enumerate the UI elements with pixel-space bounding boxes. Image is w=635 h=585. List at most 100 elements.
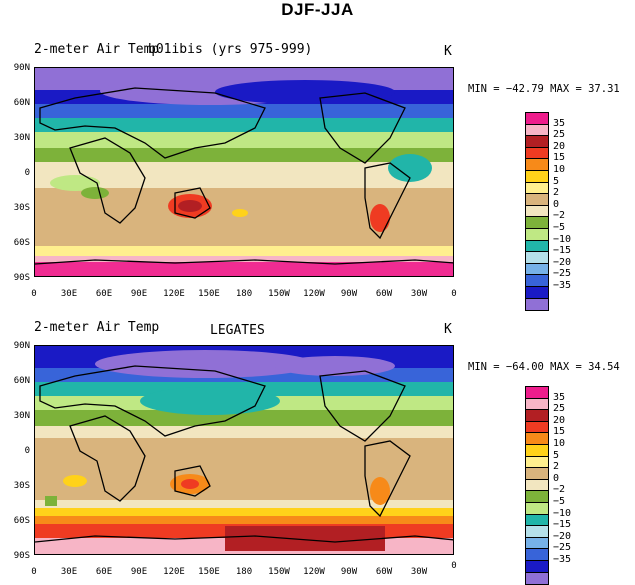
legend-swatch	[526, 387, 548, 399]
map-band	[35, 132, 453, 148]
coastline-australia	[174, 187, 211, 219]
legend-label: 35	[553, 117, 566, 129]
coastline-eurasia	[39, 87, 266, 159]
legend-label: −25	[553, 268, 572, 280]
legend-label: −25	[553, 542, 572, 554]
panel1-lat-label: 30N	[13, 133, 30, 143]
coastline-north-america	[319, 370, 406, 442]
coastline-antarctica	[35, 259, 453, 265]
panel2-lon-label: 60W	[375, 567, 393, 577]
coastline-south-america	[364, 440, 411, 518]
legend-swatch	[526, 537, 548, 550]
panel2-map-canvas	[35, 346, 453, 554]
panel2-lon-label: 30W	[410, 567, 428, 577]
panel1-lat-label: 90S	[13, 273, 30, 283]
map-band	[35, 118, 453, 132]
legend-swatch	[526, 147, 548, 160]
legend-label: 15	[553, 152, 566, 164]
panel2-lat-label: 60S	[13, 516, 30, 526]
panel2-color-legend	[525, 386, 549, 585]
panel2-lon-label: 150W	[268, 567, 290, 577]
map-region	[370, 204, 390, 232]
legend-label: 0	[553, 198, 560, 210]
legend-swatch	[526, 444, 548, 457]
panel1-units: K	[444, 44, 452, 59]
legend-label: 15	[553, 426, 566, 438]
legend-swatch	[526, 286, 548, 299]
legend-swatch	[526, 421, 548, 434]
legend-swatch	[526, 159, 548, 171]
panel2-left-title: 2-meter Air Temp	[34, 320, 160, 335]
legend-swatch	[526, 217, 548, 229]
legend-swatch	[526, 170, 548, 183]
panel2-map	[34, 345, 454, 555]
legend-label: 25	[553, 403, 566, 415]
map-band	[35, 262, 453, 276]
legend-label: 20	[553, 414, 566, 426]
map-band	[35, 426, 453, 438]
panel1-lat-label: 60N	[13, 98, 30, 108]
panel1-lon-label: 0	[31, 289, 37, 299]
panel1-lon-label: 30W	[410, 289, 428, 299]
legend-swatch	[526, 514, 548, 527]
panel2-lon-label: 0	[451, 561, 457, 571]
panel1-center-title: b01ibis (yrs 975-999)	[148, 42, 313, 57]
panel1-lon-label: 0	[451, 289, 457, 299]
coastline-africa	[69, 137, 146, 224]
map-band	[35, 516, 453, 524]
map-region	[225, 526, 385, 551]
panel2-lon-label: 60E	[95, 567, 113, 577]
coastline-eurasia	[39, 365, 266, 437]
legend-label: 20	[553, 140, 566, 152]
map-band	[35, 246, 453, 256]
legend-label: −2	[553, 484, 566, 496]
map-region	[50, 175, 100, 191]
map-region	[370, 477, 390, 505]
map-region	[45, 496, 57, 506]
panel1-lat-label: 60S	[13, 238, 30, 248]
legend-swatch	[526, 560, 548, 573]
panel2-lat-label: 30S	[13, 481, 30, 491]
panel2-lat-label: 90N	[13, 341, 30, 351]
panel1-lon-label: 120W	[303, 289, 325, 299]
panel2-units: K	[444, 322, 452, 337]
legend-label: 10	[553, 164, 566, 175]
legend-label: 2	[553, 461, 560, 473]
legend-swatch	[526, 113, 548, 125]
panel1-lon-label: 60E	[95, 289, 113, 299]
legend-swatch	[526, 136, 548, 148]
legend-label: 5	[553, 175, 560, 187]
legend-swatch	[526, 549, 548, 561]
map-region	[388, 154, 432, 182]
figure-title: DJF-JJA	[281, 0, 354, 19]
map-region	[95, 350, 315, 378]
coastline-south-america	[364, 162, 411, 240]
legend-swatch	[526, 398, 548, 411]
panel1-lon-label: 150E	[198, 289, 220, 299]
legend-swatch	[526, 182, 548, 195]
legend-label: −35	[553, 280, 572, 291]
panel2-center-title: LEGATES	[210, 323, 265, 338]
map-band	[35, 257, 453, 262]
legend-swatch	[526, 456, 548, 469]
panel1-left-title: 2-meter Air Temp	[34, 42, 160, 57]
panel1-lon-label: 60W	[375, 289, 393, 299]
coastline-africa	[69, 415, 146, 502]
map-band	[35, 410, 453, 426]
panel2-lon-label: 180	[235, 567, 253, 577]
coastline-australia	[174, 465, 211, 497]
legend-swatch	[526, 252, 548, 264]
panel1-color-legend	[525, 112, 549, 312]
legend-label: −5	[553, 496, 566, 507]
legend-label: −20	[553, 530, 572, 542]
legend-swatch	[526, 298, 548, 311]
legend-label: 2	[553, 187, 560, 199]
panel2-lat-label: 60N	[13, 376, 30, 386]
legend-label: −15	[553, 519, 572, 531]
legend-label: −35	[553, 554, 572, 565]
map-band	[35, 508, 453, 516]
legend-label: −15	[553, 245, 572, 257]
legend-label: 35	[553, 391, 566, 403]
panel2-lon-label: 90W	[340, 567, 358, 577]
panel1-lon-label: 120E	[163, 289, 185, 299]
